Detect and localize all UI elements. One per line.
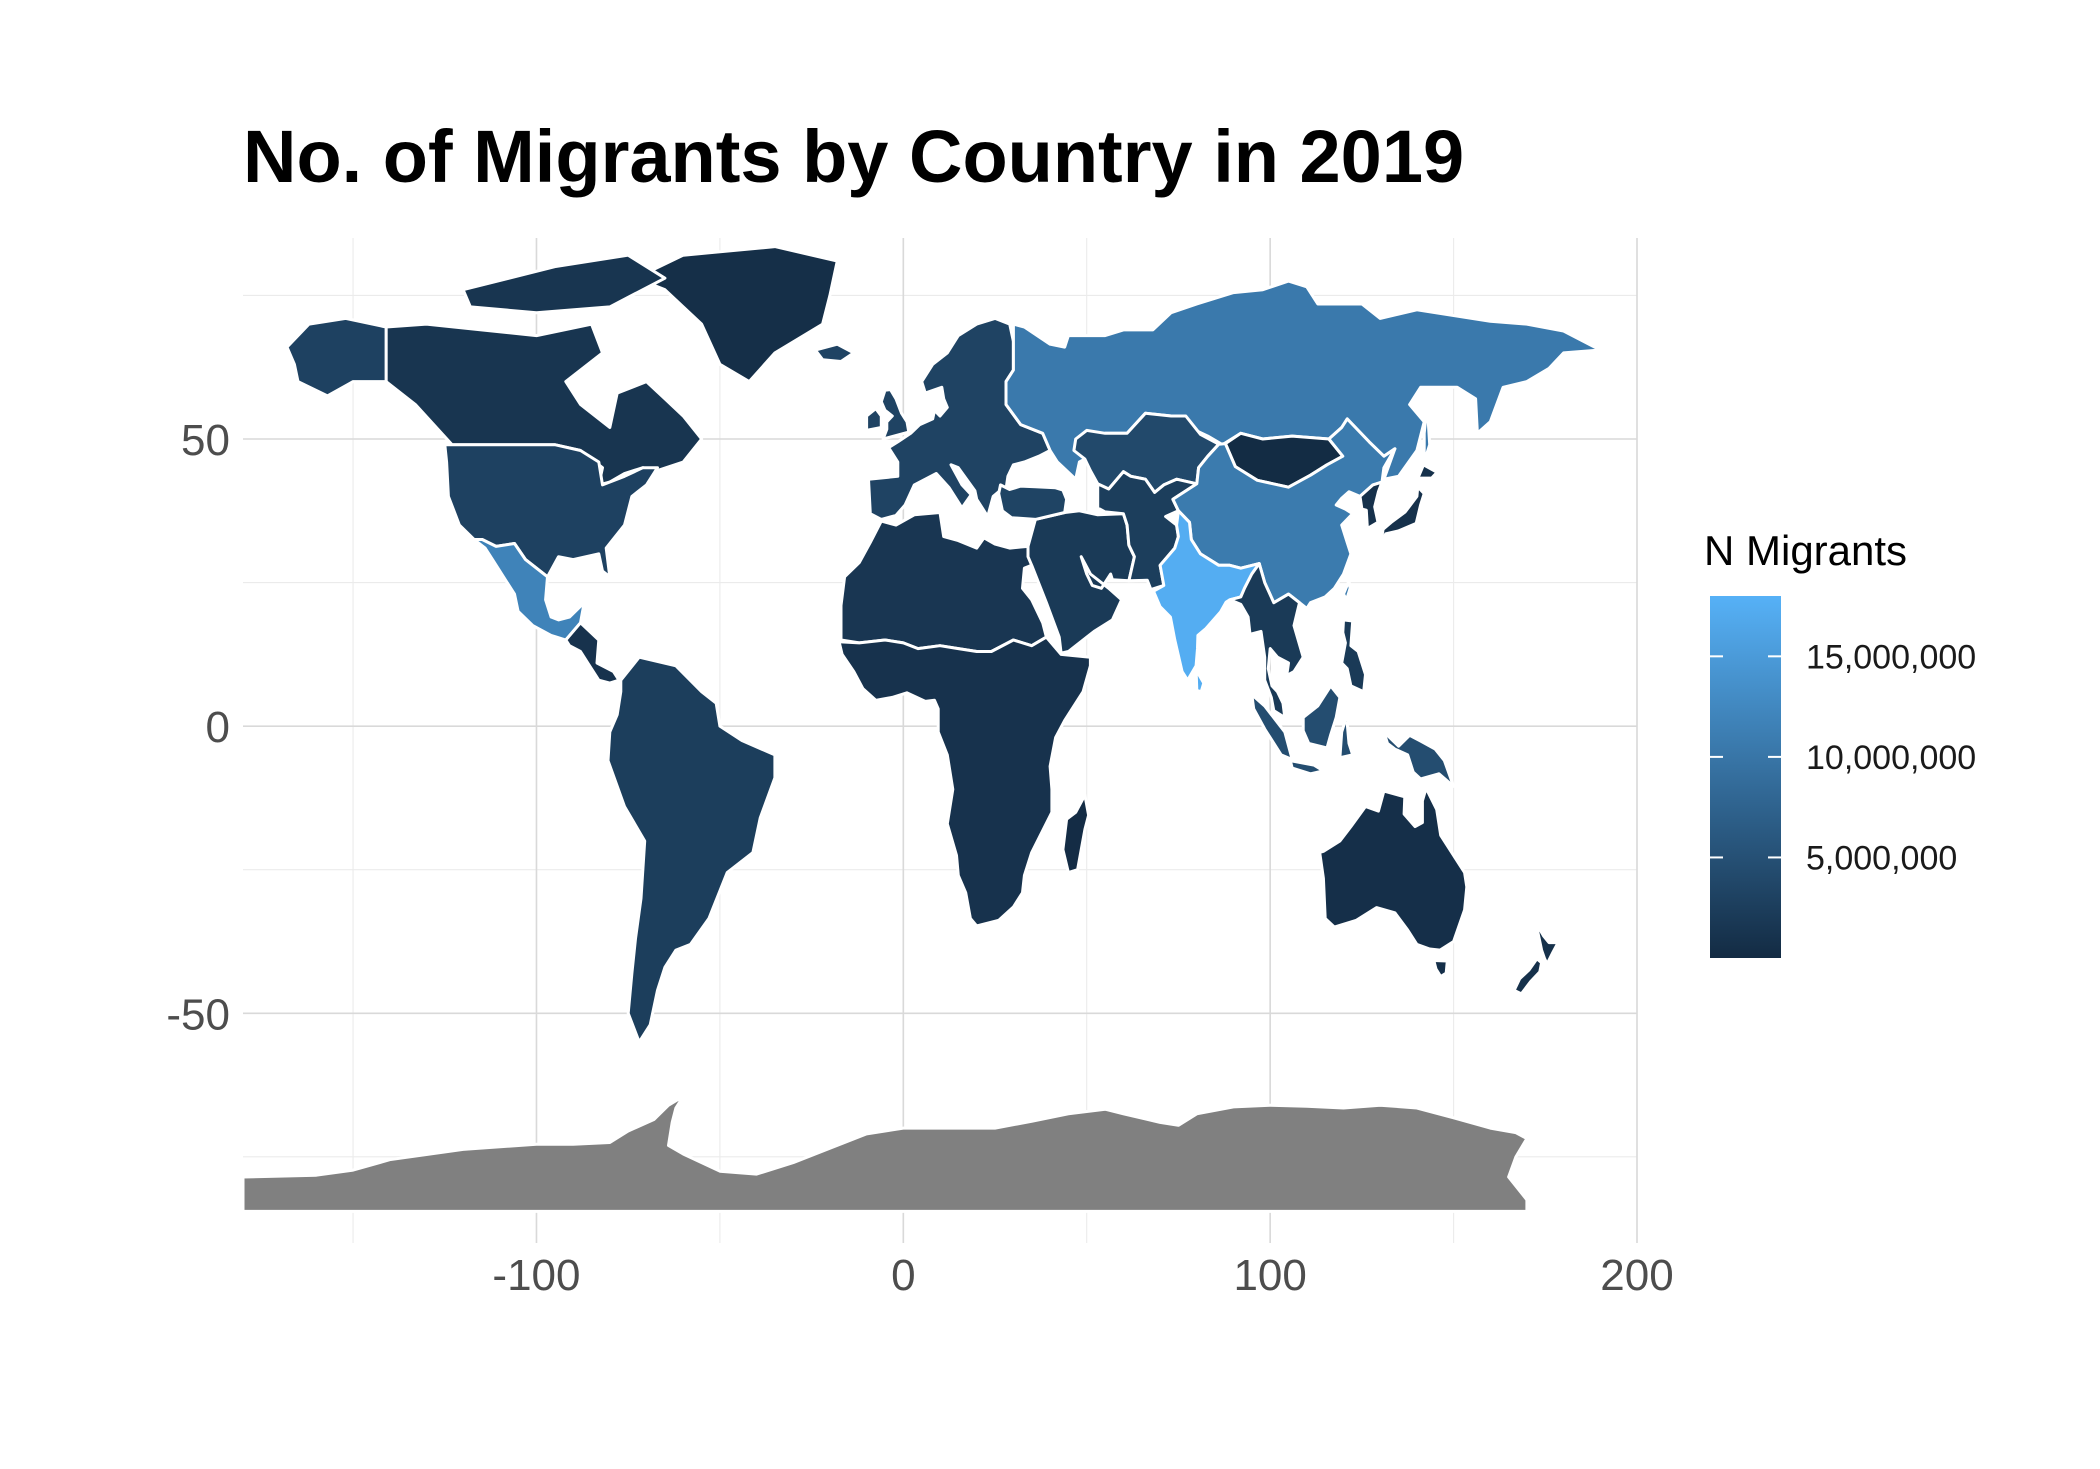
region-ireland bbox=[865, 407, 883, 432]
region-iceland bbox=[813, 342, 856, 363]
legend-break-label: 10,000,000 bbox=[1806, 739, 1976, 777]
region-antarctica bbox=[241, 1088, 1529, 1213]
region-australia bbox=[1318, 786, 1469, 952]
legend-break-label: 15,000,000 bbox=[1806, 638, 1976, 676]
region-new-zealand-south bbox=[1512, 957, 1544, 996]
legend-colorbar bbox=[1710, 596, 1781, 958]
region-sub-saharan-africa bbox=[837, 635, 1092, 928]
region-tasmania bbox=[1432, 959, 1449, 978]
y-tick-label: -50 bbox=[166, 990, 230, 1039]
region-northern-africa bbox=[839, 511, 1048, 653]
region-new-zealand bbox=[1535, 922, 1560, 966]
x-tick-label: 0 bbox=[891, 1251, 915, 1300]
region-japan bbox=[1378, 463, 1439, 549]
legend: N Migrants 5,000,000 10,000,000 15,000,000 bbox=[1704, 527, 1976, 958]
legend-title: N Migrants bbox=[1704, 527, 1907, 574]
region-greenland bbox=[634, 245, 839, 384]
region-arctic-islands bbox=[461, 253, 667, 315]
region-british-isles bbox=[879, 388, 911, 441]
region-alaska bbox=[285, 316, 388, 398]
region-sulawesi bbox=[1338, 716, 1362, 760]
region-madagascar bbox=[1061, 793, 1091, 875]
region-sakhalin bbox=[1422, 413, 1432, 464]
x-tick-label: -100 bbox=[492, 1251, 580, 1300]
region-middle-east bbox=[1026, 509, 1136, 655]
region-central-america bbox=[564, 621, 621, 685]
region-indonesia bbox=[1382, 730, 1456, 788]
region-borneo bbox=[1301, 684, 1342, 750]
chart-title: No. of Migrants by Country in 2019 bbox=[243, 115, 1464, 198]
axis-tick-labels: -100 0 100 200 50 0 -50 bbox=[166, 416, 1673, 1300]
region-korea bbox=[1358, 480, 1384, 531]
x-tick-label: 200 bbox=[1600, 1251, 1673, 1300]
region-southeast-asia bbox=[1228, 562, 1305, 719]
country-layer bbox=[241, 245, 1602, 1213]
region-sri-lanka bbox=[1194, 668, 1206, 694]
region-taiwan bbox=[1342, 579, 1352, 602]
region-philippines bbox=[1340, 618, 1367, 694]
region-mexico bbox=[472, 538, 586, 642]
legend-break-label: 5,000,000 bbox=[1806, 839, 1957, 877]
region-sumatra bbox=[1250, 693, 1294, 761]
region-java bbox=[1288, 759, 1325, 776]
region-turkey bbox=[997, 483, 1069, 521]
y-tick-label: 50 bbox=[181, 416, 230, 465]
y-tick-label: 0 bbox=[206, 703, 230, 752]
region-south-america bbox=[606, 655, 777, 1044]
x-tick-label: 100 bbox=[1233, 1251, 1306, 1300]
